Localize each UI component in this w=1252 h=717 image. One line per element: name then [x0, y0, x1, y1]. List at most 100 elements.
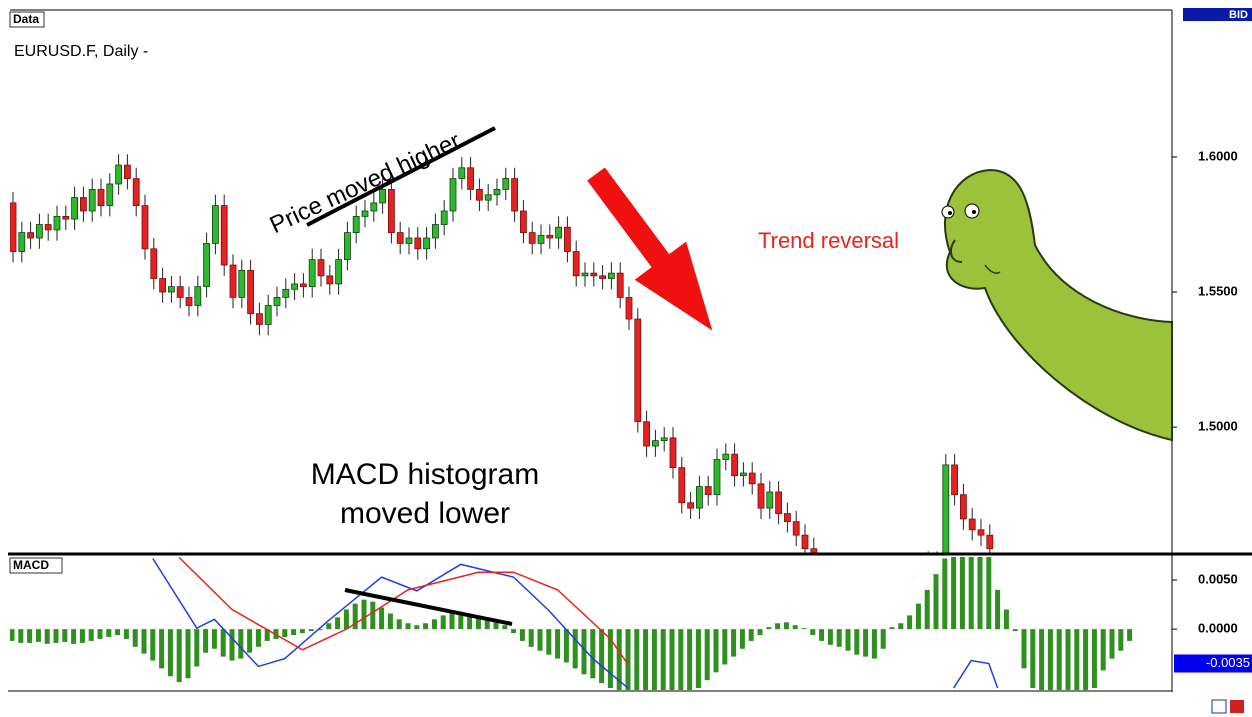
- histogram-bar: [106, 629, 112, 637]
- histogram-bar: [211, 629, 217, 649]
- candle-body: [124, 164, 131, 179]
- candle-body: [678, 467, 686, 504]
- histogram-bar: [176, 629, 182, 683]
- indicator-line: [152, 558, 999, 689]
- histogram-bar: [581, 629, 587, 675]
- candle-body: [731, 453, 738, 477]
- candle-body: [801, 534, 809, 550]
- histogram-bar: [282, 629, 288, 637]
- histogram-bar: [431, 619, 437, 630]
- histogram-bar: [537, 629, 543, 651]
- candle-body: [643, 421, 650, 447]
- candle-body: [696, 486, 703, 509]
- candle-body: [18, 232, 26, 252]
- histogram-bar: [739, 629, 745, 649]
- candle-body: [546, 234, 554, 239]
- candle-body: [132, 178, 140, 206]
- histogram-bar: [185, 629, 191, 679]
- histogram-bar: [889, 627, 895, 630]
- candle-body: [581, 272, 589, 277]
- candle-body: [317, 259, 325, 277]
- histogram-bar: [203, 629, 209, 653]
- candle-body: [449, 178, 457, 212]
- histogram-bar: [502, 625, 508, 630]
- cartoon-character: [941, 168, 1173, 442]
- histogram-bar: [79, 629, 85, 643]
- histogram-bar: [528, 629, 534, 647]
- candle-body: [960, 494, 967, 520]
- histogram-bar: [88, 629, 94, 641]
- histogram-bar: [951, 557, 957, 630]
- candle-body: [748, 472, 756, 485]
- last-value-box: [1174, 654, 1252, 673]
- histogram-bar: [62, 629, 68, 642]
- histogram-bar: [722, 629, 728, 665]
- scroll-button[interactable]: [1211, 699, 1227, 714]
- histogram-bar: [414, 625, 420, 630]
- histogram-bar: [959, 557, 965, 630]
- panel-label-box: [9, 557, 63, 574]
- scroll-button[interactable]: [1230, 700, 1244, 713]
- histogram-bar: [343, 609, 349, 630]
- histogram-bar: [44, 629, 50, 644]
- histogram-bar: [493, 621, 499, 630]
- candle-body: [343, 232, 351, 261]
- histogram-bar: [379, 607, 385, 630]
- histogram-bar: [1056, 629, 1062, 690]
- candle-body: [634, 318, 642, 423]
- candle-body: [713, 459, 721, 496]
- candle-body: [652, 440, 659, 447]
- histogram-bar: [590, 629, 596, 679]
- candle-body: [194, 286, 202, 306]
- price-trendline: [306, 126, 496, 227]
- histogram-bar: [695, 629, 701, 689]
- histogram-bar: [1039, 629, 1045, 690]
- histogram-bar: [423, 623, 429, 630]
- histogram-bar: [449, 613, 455, 630]
- candle-body: [810, 548, 818, 553]
- candle-body: [238, 270, 246, 298]
- candle-body: [520, 210, 527, 234]
- histogram-bar: [396, 619, 402, 630]
- candle-body: [167, 286, 175, 293]
- candle-body: [247, 270, 255, 315]
- histogram-bar: [1083, 629, 1089, 690]
- candle-body: [115, 164, 122, 185]
- candle-body: [687, 502, 694, 509]
- histogram-bar: [915, 603, 921, 630]
- candle-body: [493, 188, 501, 196]
- histogram-bar: [264, 629, 270, 641]
- candle-body: [669, 437, 677, 469]
- histogram-bar: [123, 629, 129, 639]
- histogram-bar: [238, 629, 244, 659]
- histogram-bar: [687, 629, 693, 690]
- histogram-bar: [53, 629, 59, 643]
- candle-body: [220, 205, 228, 266]
- histogram-bar: [291, 629, 297, 636]
- candle-body: [467, 167, 475, 190]
- histogram-bar: [387, 613, 393, 630]
- histogram-bar: [968, 557, 974, 630]
- histogram-bar: [863, 629, 869, 657]
- histogram-bar: [871, 629, 877, 659]
- candle-body: [458, 167, 466, 179]
- candle-body: [308, 259, 316, 288]
- candle-body: [528, 232, 536, 244]
- candle-body: [423, 237, 431, 250]
- macd-trendline: [344, 588, 513, 626]
- candle-body: [564, 226, 571, 252]
- histogram-bar: [757, 629, 763, 636]
- candle-body: [335, 259, 343, 285]
- panel-label: Data: [13, 12, 39, 26]
- candle-body: [942, 464, 950, 553]
- histogram-bar: [511, 629, 517, 634]
- histogram-bar: [731, 629, 737, 657]
- histogram-bar: [370, 601, 376, 630]
- histogram-bar: [440, 615, 446, 630]
- histogram-bar: [10, 629, 15, 641]
- y-tick-label: 1.6000: [1198, 148, 1238, 163]
- candle-body: [159, 278, 167, 293]
- histogram-bar: [18, 629, 24, 643]
- candle-body: [36, 224, 43, 239]
